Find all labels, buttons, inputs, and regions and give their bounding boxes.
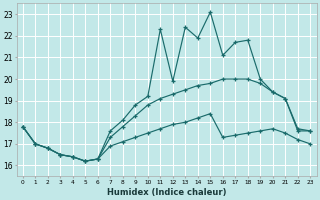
X-axis label: Humidex (Indice chaleur): Humidex (Indice chaleur): [107, 188, 226, 197]
